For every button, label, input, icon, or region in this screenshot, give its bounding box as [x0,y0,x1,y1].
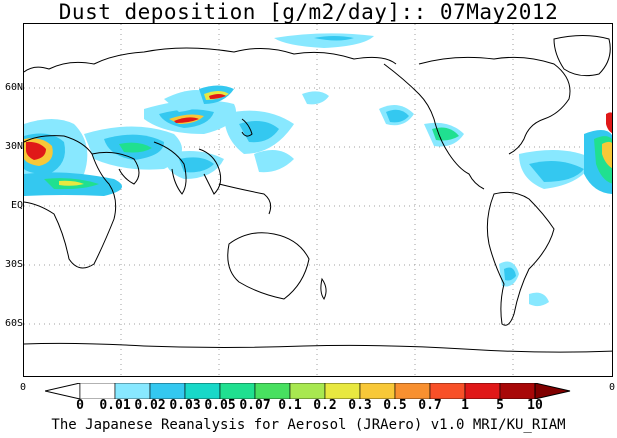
colorbar-label: 0.05 [204,398,236,413]
colorbar-swatch [114,382,151,400]
colorbar-arrow-high [534,382,571,400]
lat-label-60n: 60N [4,82,23,93]
colorbar-swatches [44,382,571,400]
x-edge-label-left: 0 [20,382,27,393]
colorbar-swatch [324,382,361,400]
colorbar-swatch [219,382,256,400]
colorbar-label: 0.03 [169,398,201,413]
dust-deposition-field [24,33,612,307]
map-title: Dust deposition [g/m2/day]:: 07May2012 [58,0,559,24]
colorbar-label: 0.01 [99,398,131,413]
colorbar-swatch [254,382,291,400]
colorbar-swatch [359,382,396,400]
colorbar-swatch [394,382,431,400]
footer-credit: The Japanese Reanalysis for Aerosol (JRA… [51,417,566,433]
colorbar-label: 0.2 [313,398,337,413]
colorbar-label: 0.3 [348,398,372,413]
colorbar-label: 0.07 [239,398,271,413]
x-edge-label-right: 0 [609,382,616,393]
coastlines [24,35,612,353]
colorbar-label: 0.5 [383,398,407,413]
lat-label-60s: 60S [4,318,23,329]
colorbar-label: 5 [496,398,504,413]
colorbar-label: 0.1 [278,398,302,413]
colorbar-swatch [464,382,501,400]
colorbar-swatch [289,382,326,400]
lat-label-30s: 30S [4,259,23,270]
colorbar-swatch [79,382,116,400]
map-canvas [24,24,612,376]
colorbar-label: 0.02 [134,398,166,413]
colorbar-arrow-low [44,382,81,400]
colorbar-label: 1 [461,398,469,413]
colorbar [44,382,585,403]
lat-label-30n: 30N [4,141,23,152]
map-panel [23,23,613,377]
colorbar-label: 10 [527,398,543,413]
colorbar-swatch [429,382,466,400]
colorbar-swatch [184,382,221,400]
lat-label-eq: EQ [10,200,23,211]
grid-lines [24,24,612,376]
colorbar-label: 0 [76,398,84,413]
colorbar-swatch [499,382,536,400]
colorbar-label: 0.7 [418,398,442,413]
colorbar-swatch [149,382,186,400]
